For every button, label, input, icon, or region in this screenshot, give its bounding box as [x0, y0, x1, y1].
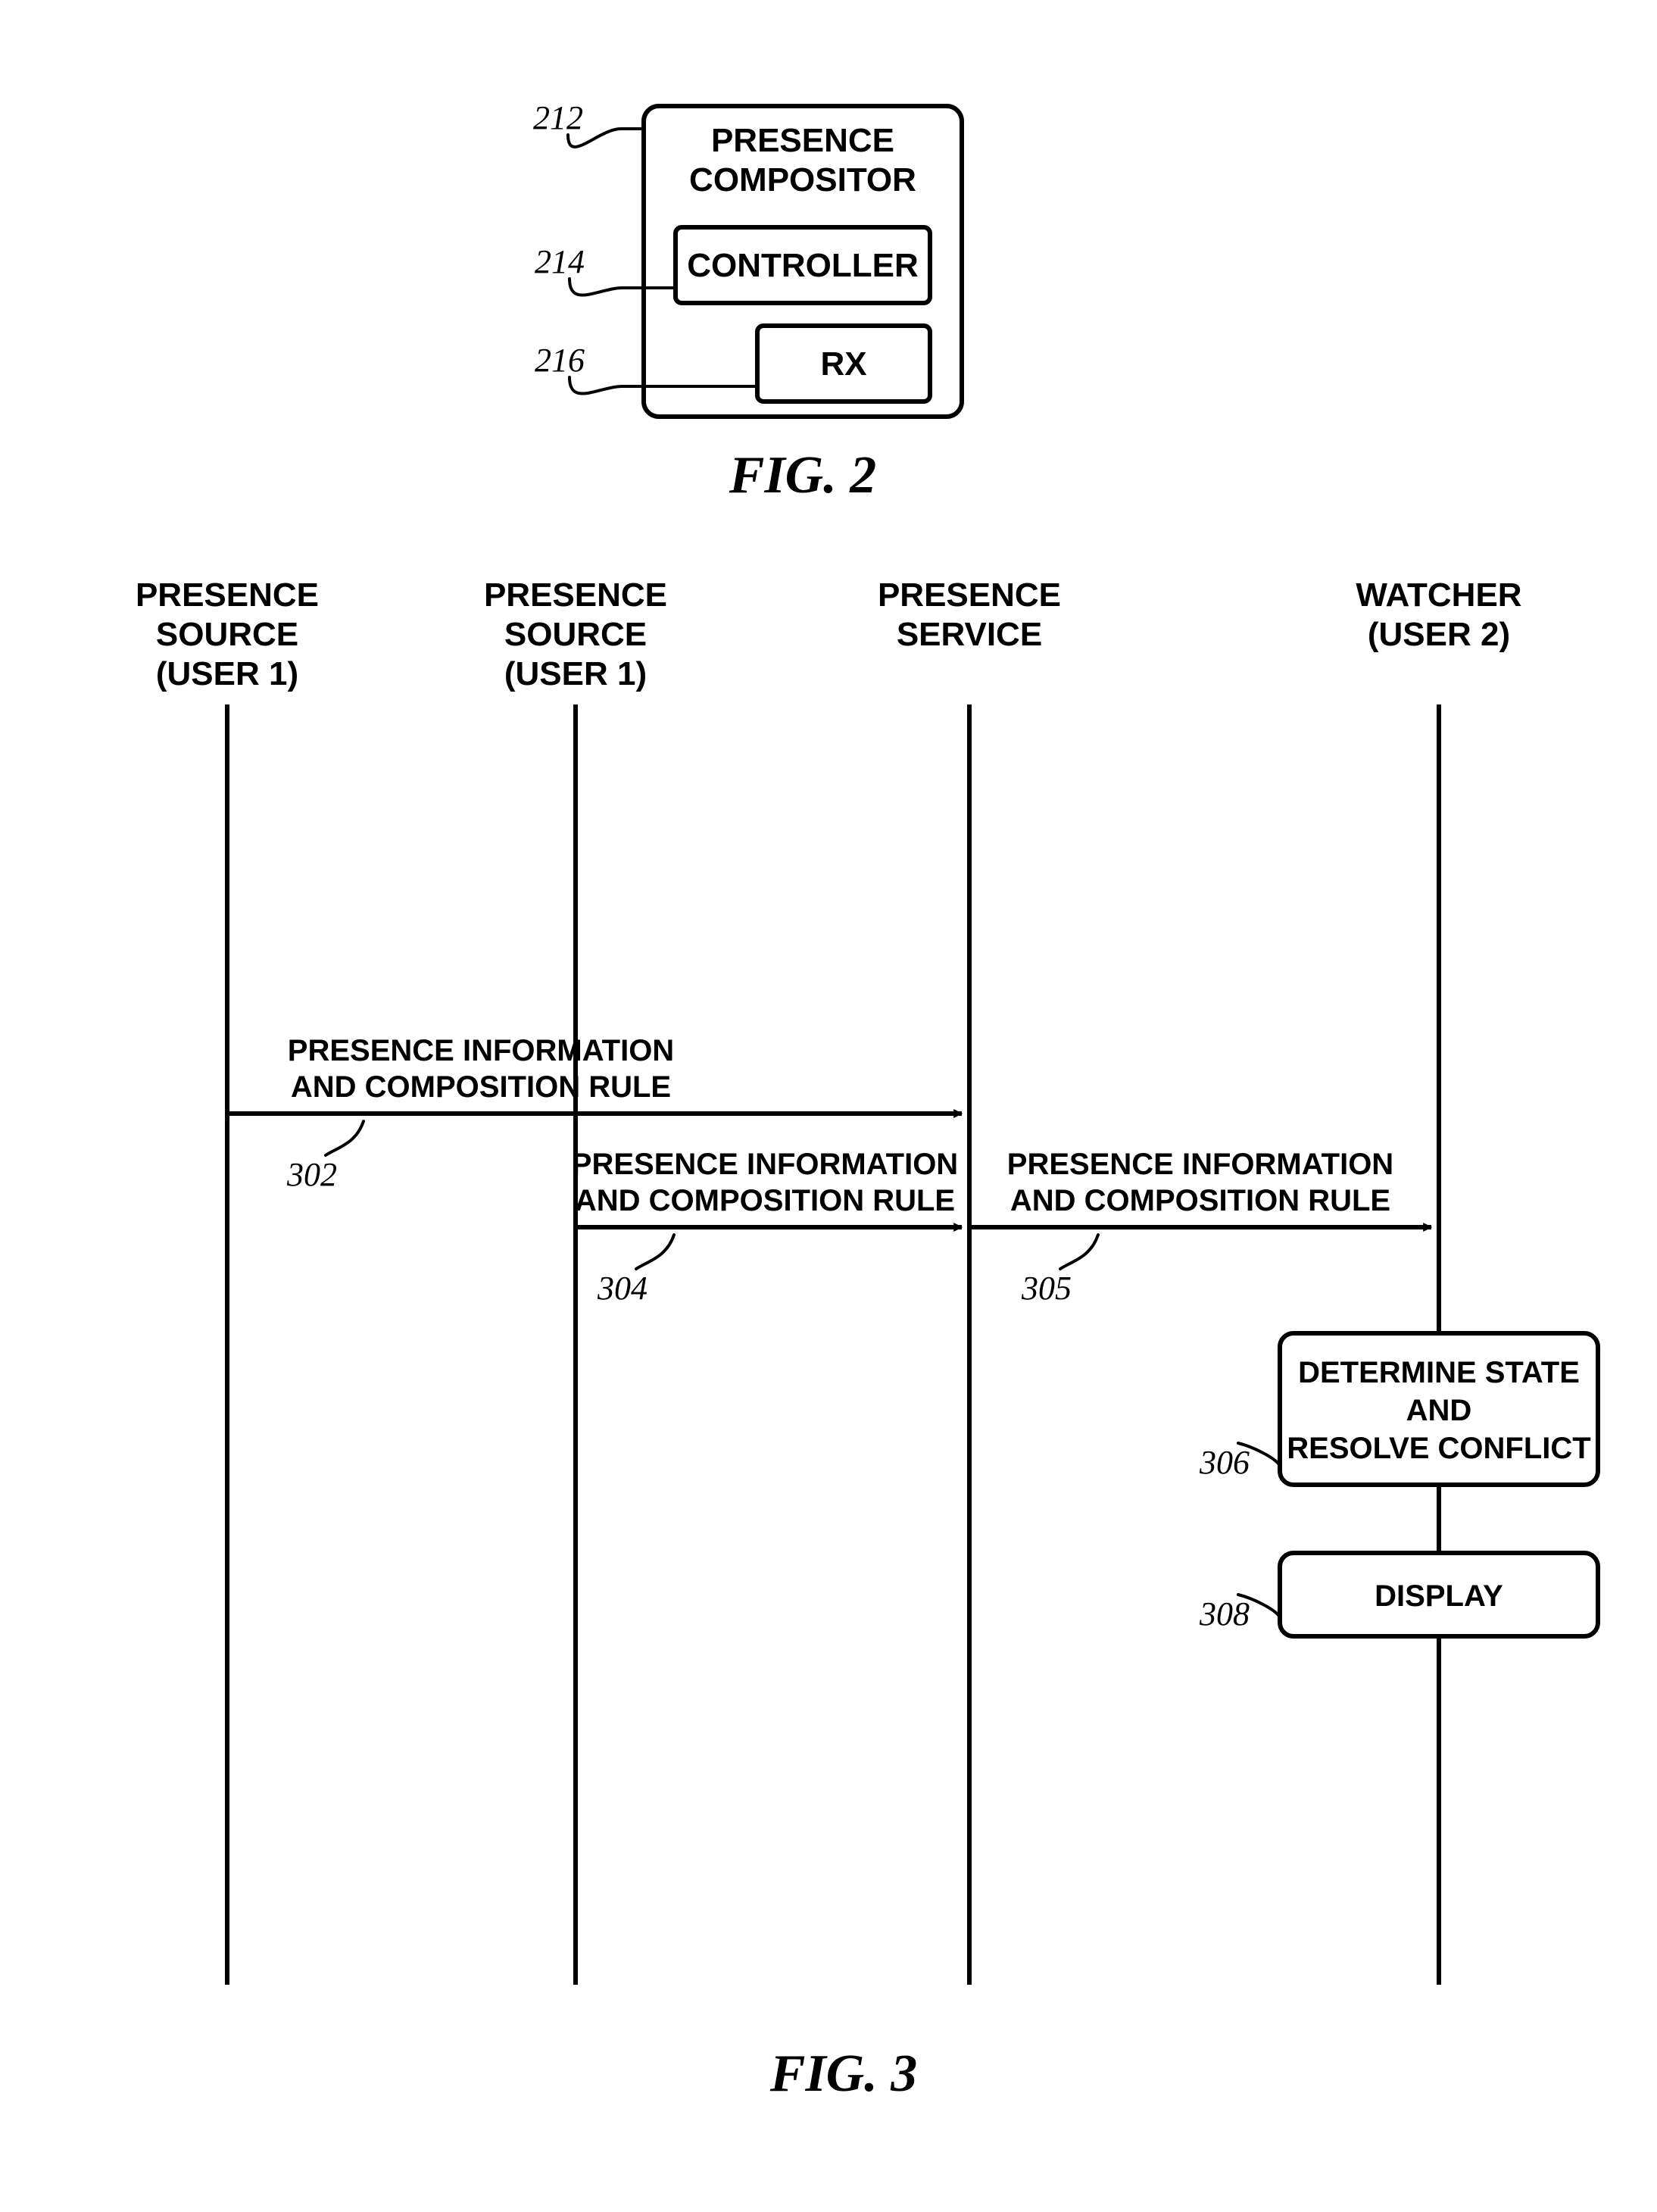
lifeline-header-0-l1: PRESENCE [136, 576, 319, 614]
ref-302: 302 [286, 1156, 337, 1193]
ref-212: 212 [533, 99, 583, 136]
controller-label: CONTROLLER [687, 247, 919, 284]
lifeline-header-0-l2: SOURCE [156, 616, 298, 653]
lifeline-header-0-l3: (USER 1) [156, 655, 298, 692]
msg-label1-m304: PRESENCE INFORMATION [572, 1148, 958, 1181]
lifeline-header-1-l3: (USER 1) [504, 655, 647, 692]
lifeline-header-2-l2: SERVICE [897, 616, 1042, 653]
lifeline-header-1-l1: PRESENCE [484, 576, 667, 614]
ref-214: 214 [535, 243, 585, 280]
process-box-b306-l1: DETERMINE STATE [1298, 1356, 1580, 1389]
ref-leader-304 [636, 1235, 674, 1269]
ref-leader-305 [1060, 1235, 1098, 1269]
ref-305: 305 [1021, 1270, 1072, 1307]
ref-leader-214 [569, 279, 676, 295]
process-box-b306-l3: RESOLVE CONFLICT [1287, 1432, 1590, 1465]
lifeline-header-1-l2: SOURCE [504, 616, 647, 653]
presence-compositor-title-2: COMPOSITOR [689, 161, 916, 198]
msg-label2-m302: AND COMPOSITION RULE [291, 1070, 671, 1104]
fig2-caption: FIG. 2 [729, 446, 876, 505]
process-box-b306-l2: AND [1406, 1394, 1472, 1427]
lifeline-header-3-l1: WATCHER [1356, 576, 1521, 614]
ref-216: 216 [535, 342, 585, 379]
ref-306: 306 [1199, 1444, 1250, 1481]
fig3-caption: FIG. 3 [769, 2045, 917, 2103]
presence-compositor-title-1: PRESENCE [711, 122, 894, 159]
ref-leader-216 [569, 377, 757, 394]
lifeline-header-2-l1: PRESENCE [878, 576, 1061, 614]
lifeline-header-3-l2: (USER 2) [1368, 616, 1510, 653]
process-box-b308-l1: DISPLAY [1375, 1579, 1503, 1613]
ref-308: 308 [1199, 1595, 1250, 1632]
msg-label1-m302: PRESENCE INFORMATION [288, 1034, 674, 1067]
rx-label: RX [820, 345, 866, 383]
msg-label1-m305: PRESENCE INFORMATION [1007, 1148, 1393, 1181]
msg-label2-m304: AND COMPOSITION RULE [575, 1184, 955, 1217]
ref-304: 304 [597, 1270, 648, 1307]
ref-leader-302 [326, 1121, 364, 1155]
msg-label2-m305: AND COMPOSITION RULE [1010, 1184, 1390, 1217]
